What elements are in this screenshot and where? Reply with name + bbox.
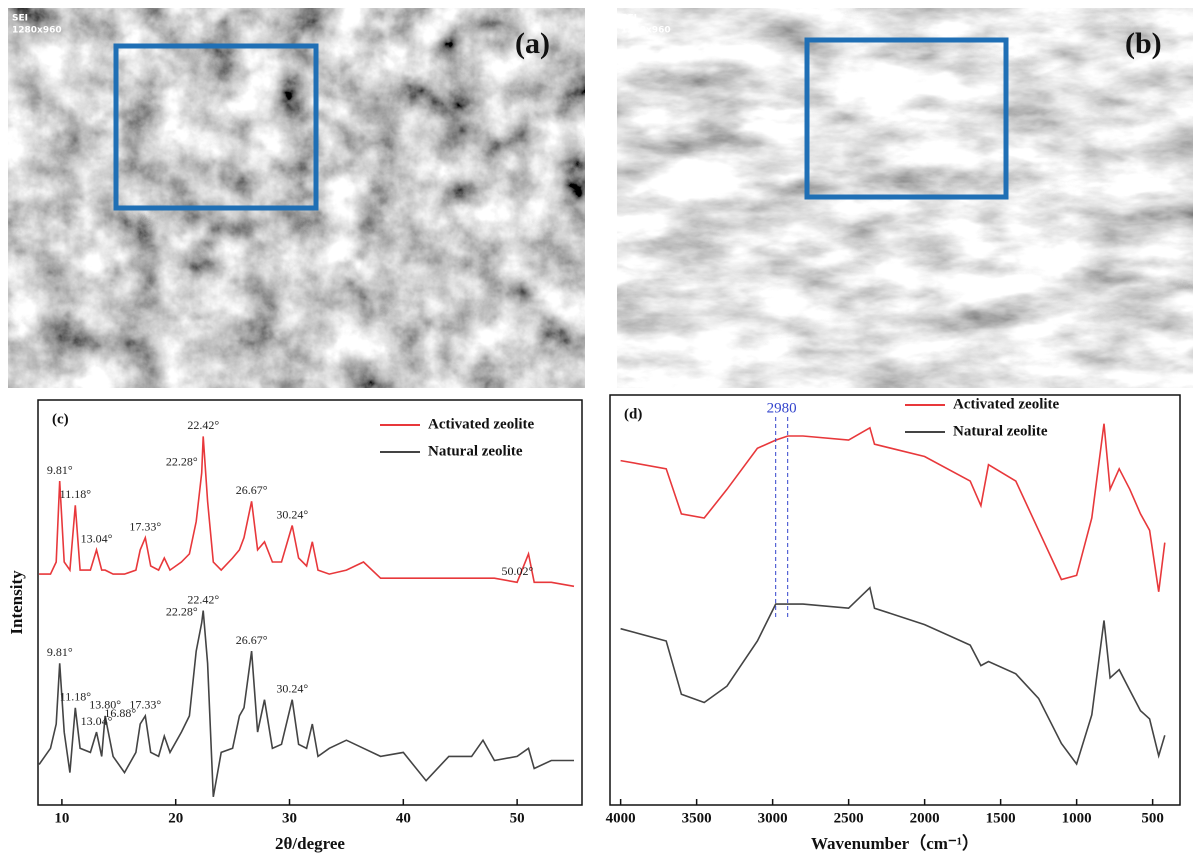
x-tick-label: 30 (282, 810, 297, 826)
peak-label: 30.24° (276, 681, 308, 695)
peak-label: 22.42° (187, 418, 219, 432)
peak-label: 22.28° (166, 605, 198, 619)
y-axis-title: Intensity (7, 570, 26, 635)
legend-label: Natural zeolite (953, 423, 1048, 439)
plot-frame (38, 400, 582, 805)
peak-label: 17.33° (129, 519, 161, 533)
x-tick-label: 500 (1141, 810, 1164, 826)
data-line (621, 424, 1165, 592)
x-tick-label: 3500 (682, 810, 712, 826)
peak-label: 13.04° (81, 532, 113, 546)
x-tick-label: 20 (168, 810, 183, 826)
plot-frame (610, 395, 1180, 805)
panel-label: (a) (515, 27, 550, 60)
peak-label: 50.02° (501, 564, 533, 578)
peak-label: 26.67° (236, 633, 268, 647)
sem-caption: 1280x960 (621, 26, 671, 36)
panel-label: (b) (1125, 27, 1162, 60)
x-tick-label: 2000 (910, 810, 940, 826)
x-tick-label: 1000 (1062, 810, 1092, 826)
peak-label: 22.28° (166, 455, 198, 469)
sem-image-b: SEI 1280x960 (b) (617, 8, 1193, 388)
marker-label: 2980 (767, 400, 797, 416)
peak-label: 30.24° (276, 507, 308, 521)
x-tick-label: 1500 (986, 810, 1016, 826)
sem-caption: SEI (12, 14, 28, 24)
panel-label: (c) (52, 411, 69, 427)
x-tick-label: 2500 (834, 810, 864, 826)
peak-label: 11.18° (60, 690, 92, 704)
x-tick-label: 50 (510, 810, 525, 826)
legend-label: Activated zeolite (953, 396, 1060, 412)
peak-label: 26.67° (236, 483, 268, 497)
x-tick-label: 40 (396, 810, 411, 826)
peak-label: 9.81° (47, 645, 73, 659)
legend-label: Activated zeolite (428, 416, 535, 432)
figure: SEI 1280x960 (a) SEI 1280x960 (b) (c) 10 2… (0, 0, 1193, 860)
sem-caption: SEI (621, 14, 637, 24)
peak-label: 17.33° (129, 698, 161, 712)
data-line (621, 588, 1165, 764)
sem-caption: 1280x960 (12, 26, 62, 36)
sem-image-a: SEI 1280x960 (a) (8, 8, 585, 388)
x-axis-title: 2θ/degree (275, 834, 345, 853)
panel-label: (d) (624, 406, 642, 422)
x-axis-title: Wavenumber（cm⁻¹） (811, 833, 979, 853)
x-tick-label: 4000 (606, 810, 636, 826)
peak-label: 22.42° (187, 592, 219, 606)
x-tick-label: 3000 (758, 810, 788, 826)
peak-label: 11.18° (60, 487, 92, 501)
peak-label: 9.81° (47, 463, 73, 477)
x-tick-label: 10 (54, 810, 69, 826)
legend-label: Natural zeolite (428, 443, 523, 459)
